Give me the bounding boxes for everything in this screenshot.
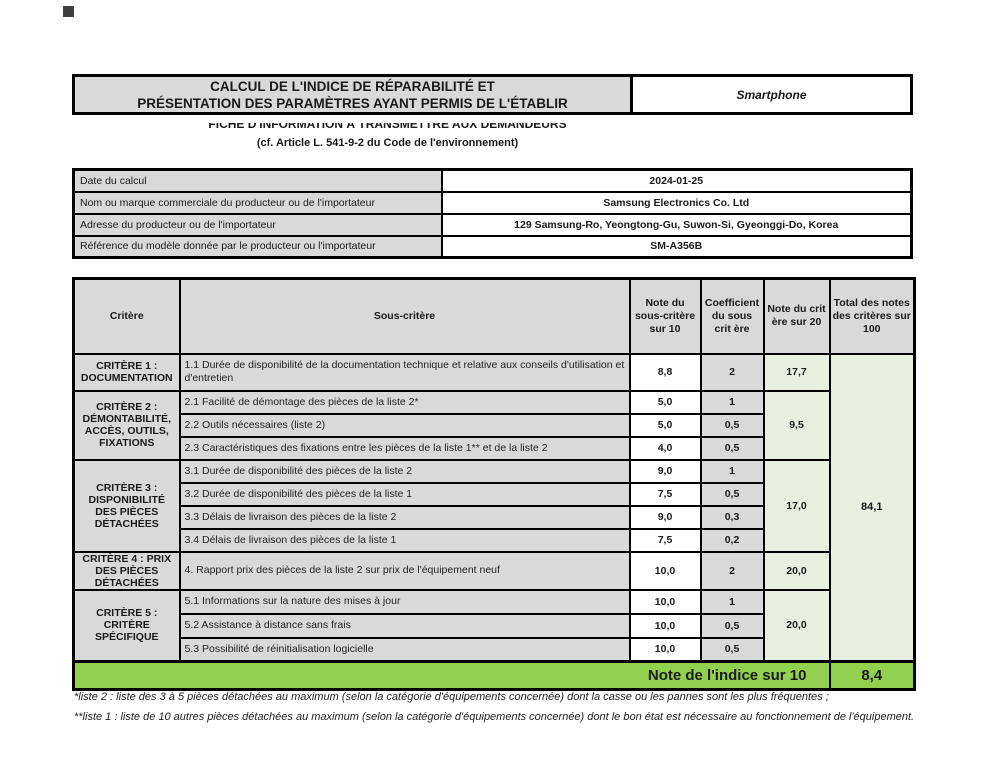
info-label-producer: Nom ou marque commerciale du producteur … (72, 190, 443, 215)
header-note10: Note du sous-critère sur 10 (628, 277, 702, 355)
note10-5-2: 10,0 (628, 612, 702, 639)
table-row: CRITÈRE 4 : PRIX DES PIÈCES DÉTACHÉES 4.… (72, 550, 915, 591)
final-score-row: Note de l'indice sur 10 8,4 (72, 660, 916, 691)
title-banner: CALCUL DE L'INDICE DE RÉPARABILITÉ ET PR… (72, 74, 913, 115)
criterion-5-label: CRITÈRE 5 : CRITÈRE SPÉCIFIQUE (72, 588, 181, 663)
header-note20: Note du crit ère sur 20 (762, 277, 831, 355)
note20-criterion-4: 20,0 (762, 550, 831, 591)
scan-artifact-square (63, 6, 74, 17)
coef-4: 2 (699, 550, 765, 591)
subtitle-line-1: FICHE D'INFORMATION À TRANSMETTRE AUX DE… (208, 117, 567, 131)
table-row: Date du calcul 2024-01-25 (72, 168, 913, 193)
title-line-1: CALCUL DE L'INDICE DE RÉPARABILITÉ ET (210, 78, 495, 94)
note10-3-2: 7,5 (628, 481, 702, 507)
coef-5-1: 1 (699, 588, 765, 615)
note10-3-3: 9,0 (628, 504, 702, 530)
info-value-date: 2024-01-25 (440, 168, 913, 193)
table-row: CRITÈRE 3 : DISPONIBILITÉ DES PIÈCES DÉT… (72, 458, 915, 553)
criterion-2-label: CRITÈRE 2 : DÉMONTABILITÉ, ACCÈS, OUTILS… (72, 389, 181, 461)
subcriterion-3-1: 3.1 Durée de disponibilité des pièces de… (178, 458, 631, 484)
info-value-address: 129 Samsung-Ro, Yeongtong-Gu, Suwon-Si, … (440, 212, 913, 237)
table-header-row: Critère Sous-critère Note du sous-critèr… (72, 277, 916, 355)
note20-criterion-1: 17,7 (762, 352, 831, 392)
info-label-address: Adresse du producteur ou de l'importateu… (72, 212, 443, 237)
subtitle-block: FICHE D'INFORMATION À TRANSMETTRE AUX DE… (72, 118, 703, 150)
subcriterion-5-3: 5.3 Possibilité de réinitialisation logi… (178, 636, 631, 663)
note20-criterion-2: 9,5 (762, 389, 831, 461)
coef-2-3: 0,5 (699, 435, 765, 461)
subcriterion-5-1: 5.1 Informations sur la nature des mises… (178, 588, 631, 615)
table-row: 3.3 Délais de livraison des pièces de la… (74, 504, 915, 530)
table-row: CRITÈRE 2 : DÉMONTABILITÉ, ACCÈS, OUTILS… (72, 389, 915, 461)
header-sous-critere: Sous-critère (178, 277, 631, 355)
table-row: CRITÈRE 1 : DOCUMENTATION 1.1 Durée de d… (72, 352, 916, 663)
subcriterion-2-3: 2.3 Caractéristiques des fixations entre… (178, 435, 631, 461)
coef-3-2: 0,5 (699, 481, 765, 507)
coef-3-1: 1 (699, 458, 765, 484)
table-row: Adresse du producteur ou de l'importateu… (72, 212, 913, 237)
note10-2-2: 5,0 (628, 412, 702, 438)
subcriterion-4: 4. Rapport prix des pièces de la liste 2… (178, 550, 631, 591)
coef-3-3: 0,3 (699, 504, 765, 530)
document-title: CALCUL DE L'INDICE DE RÉPARABILITÉ ET PR… (75, 77, 633, 112)
table-row: Référence du modèle donnée par le produc… (72, 234, 913, 259)
table-row: 5.3 Possibilité de réinitialisation logi… (74, 636, 915, 663)
subcriterion-3-2: 3.2 Durée de disponibilité des pièces de… (178, 481, 631, 507)
product-category: Smartphone (633, 77, 910, 112)
score-table: Critère Sous-critère Note du sous-critèr… (72, 277, 916, 691)
final-score-label: Note de l'indice sur 10 (72, 660, 831, 691)
coef-2-1: 1 (699, 389, 765, 415)
coef-5-3: 0,5 (699, 636, 765, 663)
table-row: 3.4 Délais de livraison des pièces de la… (74, 527, 915, 553)
total-score-100: 84,1 (828, 352, 916, 663)
note10-3-1: 9,0 (628, 458, 702, 484)
title-line-2: PRÉSENTATION DES PARAMÈTRES AYANT PERMIS… (137, 95, 568, 111)
info-value-model: SM-A356B (440, 234, 913, 259)
coef-2-2: 0,5 (699, 412, 765, 438)
table-row: Nom ou marque commerciale du producteur … (72, 190, 913, 215)
footnotes: *liste 2 : liste des 3 à 5 pièces détach… (74, 687, 934, 727)
subcriterion-5-2: 5.2 Assistance à distance sans frais (178, 612, 631, 639)
note10-4: 10,0 (628, 550, 702, 591)
note20-criterion-3: 17,0 (762, 458, 831, 553)
table-row: CRITÈRE 5 : CRITÈRE SPÉCIFIQUE 5.1 Infor… (72, 588, 915, 663)
header-coefficient: Coefficient du sous crit ère (699, 277, 765, 355)
note10-5-1: 10,0 (628, 588, 702, 615)
producer-info-table: Date du calcul 2024-01-25 Nom ou marque … (72, 168, 913, 259)
table-row: 2.2 Outils nécessaires (liste 2) 5,0 0,5 (74, 412, 915, 438)
subcriterion-2-2: 2.2 Outils nécessaires (liste 2) (178, 412, 631, 438)
criterion-3-label: CRITÈRE 3 : DISPONIBILITÉ DES PIÈCES DÉT… (72, 458, 181, 553)
criterion-1-label: CRITÈRE 1 : DOCUMENTATION (72, 352, 181, 392)
info-value-producer: Samsung Electronics Co. Ltd (440, 190, 913, 215)
header-total: Total des notes des critères sur 100 (828, 277, 916, 355)
note10-2-3: 4,0 (628, 435, 702, 461)
table-row: 5.2 Assistance à distance sans frais 10,… (74, 612, 915, 639)
header-critere: Critère (72, 277, 181, 355)
final-score-value: 8,4 (828, 660, 916, 691)
note10-2-1: 5,0 (628, 389, 702, 415)
subcriterion-2-1: 2.1 Facilité de démontage des pièces de … (178, 389, 631, 415)
note10-1-1: 8,8 (628, 352, 702, 392)
subcriterion-1-1: 1.1 Durée de disponibilité de la documen… (178, 352, 631, 392)
note10-5-3: 10,0 (628, 636, 702, 663)
coef-3-4: 0,2 (699, 527, 765, 553)
coef-5-2: 0,5 (699, 612, 765, 639)
note10-3-4: 7,5 (628, 527, 702, 553)
subtitle-line-2: (cf. Article L. 541-9-2 du Code de l'env… (256, 137, 519, 149)
table-row: 2.3 Caractéristiques des fixations entre… (74, 435, 915, 461)
footnote-liste-2: *liste 2 : liste des 3 à 5 pièces détach… (74, 691, 829, 703)
subcriterion-3-4: 3.4 Délais de livraison des pièces de la… (178, 527, 631, 553)
info-label-date: Date du calcul (72, 168, 443, 193)
subcriterion-3-3: 3.3 Délais de livraison des pièces de la… (178, 504, 631, 530)
criterion-4-label: CRITÈRE 4 : PRIX DES PIÈCES DÉTACHÉES (72, 550, 181, 591)
note20-criterion-5: 20,0 (762, 588, 831, 663)
info-label-model: Référence du modèle donnée par le produc… (72, 234, 443, 259)
footnote-liste-1: **liste 1 : liste de 10 autres pièces dé… (74, 711, 915, 723)
table-row: 3.2 Durée de disponibilité des pièces de… (74, 481, 915, 507)
coef-1-1: 2 (699, 352, 765, 392)
